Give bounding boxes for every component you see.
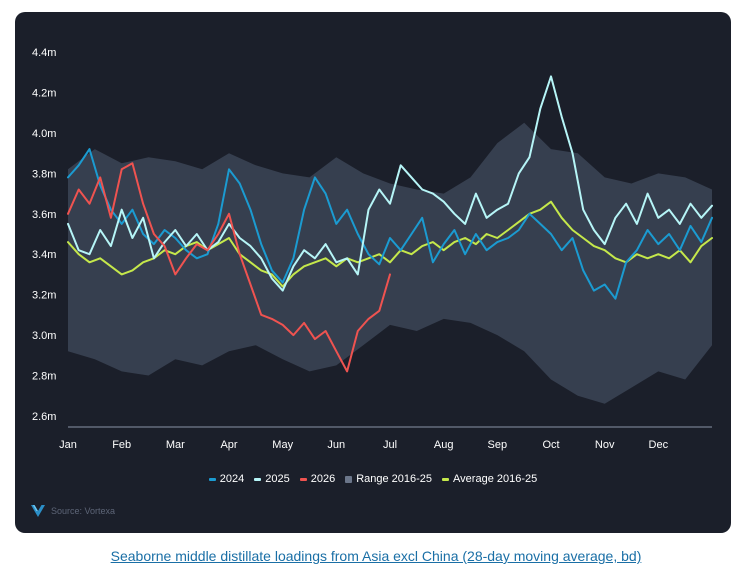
- range-band-layer: [68, 122, 712, 404]
- x-tick-labels: Jan Feb Mar Apr May Jun Jul Aug Sep Oct Nov Dec: [59, 439, 668, 451]
- legend-label-2026: 2026: [310, 473, 336, 485]
- series-line-average-2016-25: [67, 200, 713, 288]
- y-tick-label: 3.2m: [32, 290, 56, 302]
- x-tick-label: Oct: [542, 439, 559, 451]
- series-line-2024: [67, 148, 713, 300]
- x-tick-label: Aug: [434, 439, 454, 451]
- legend: 2024 2025 2026 Range 2016-25 Average 201…: [15, 473, 731, 485]
- source-text: Source: Vortexa: [51, 506, 116, 516]
- legend-swatch-2024: [208, 477, 216, 481]
- legend-item-2025[interactable]: 2025: [254, 473, 290, 485]
- legend-swatch-2025: [254, 477, 262, 481]
- x-tick-label: Feb: [112, 439, 131, 451]
- legend-label-2025: 2025: [265, 473, 290, 485]
- x-tick-label: Nov: [595, 439, 615, 451]
- legend-item-average[interactable]: Average 2016-25: [442, 473, 537, 485]
- x-tick-label: May: [272, 439, 293, 451]
- y-tick-label: 3.6m: [32, 209, 56, 221]
- y-tick-label: 2.8m: [32, 371, 56, 383]
- vortexa-logo-icon: [31, 505, 45, 517]
- legend-item-2026[interactable]: 2026: [299, 473, 336, 485]
- range-band-2016-25: [68, 122, 712, 404]
- series-line-2025: [67, 75, 713, 292]
- y-tick-label: 3.8m: [32, 168, 56, 180]
- legend-label-2024: 2024: [219, 473, 245, 485]
- x-tick-label: Apr: [220, 439, 237, 451]
- x-tick-label: Jun: [327, 439, 345, 451]
- legend-label-range: Range 2016-25: [356, 473, 433, 485]
- y-tick-label: 4.0m: [32, 128, 56, 140]
- series-layer: [67, 75, 713, 373]
- y-tick-label: 2.6m: [32, 411, 56, 423]
- figure-caption-link[interactable]: Seaborne middle distillate loadings from…: [110, 548, 642, 564]
- y-tick-label: 4.4m: [32, 47, 56, 59]
- x-tick-label: Dec: [649, 439, 669, 451]
- legend-swatch-range: [345, 475, 353, 483]
- series-line-2026: [67, 162, 391, 373]
- y-tick-label: 3.4m: [32, 249, 56, 261]
- chart-svg: 4.4m 4.2m 4.0m 3.8m 3.6m 3.4m 3.2m 3.0m 2.8m 2.6m…: [32, 47, 713, 451]
- x-tick-label: Mar: [166, 439, 185, 451]
- source-note: Source: Vortexa: [31, 505, 115, 517]
- legend-swatch-average: [442, 477, 450, 481]
- x-tick-label: Sep: [488, 439, 508, 451]
- x-tick-label: Jan: [59, 439, 77, 451]
- chart-card: 4.4m 4.2m 4.0m 3.8m 3.6m 3.4m 3.2m 3.0m 2.8m 2.6m…: [15, 12, 731, 533]
- y-tick-label: 4.2m: [32, 88, 56, 100]
- y-tick-labels: 4.4m 4.2m 4.0m 3.8m 3.6m 3.4m 3.2m 3.0m 2.8m 2.6m: [32, 47, 56, 423]
- legend-label-average: Average 2016-25: [453, 473, 538, 485]
- legend-item-2024[interactable]: 2024: [208, 473, 245, 485]
- y-tick-label: 3.0m: [32, 330, 56, 342]
- legend-item-range[interactable]: Range 2016-25: [345, 473, 432, 485]
- legend-swatch-2026: [299, 477, 307, 481]
- x-tick-label: Jul: [383, 439, 397, 451]
